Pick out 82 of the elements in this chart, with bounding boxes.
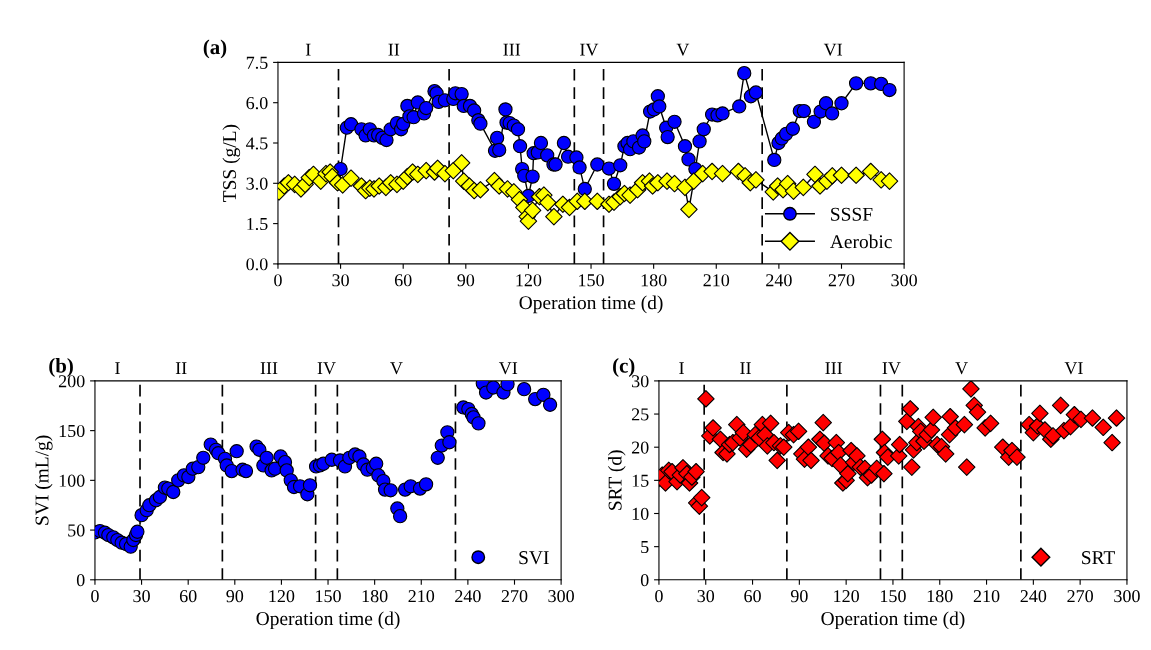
- x-tick-label: 270: [501, 590, 528, 603]
- y-tick-label: 200: [58, 375, 85, 388]
- y-tick-label: 150: [59, 424, 85, 438]
- y-tick-label: 100: [59, 474, 85, 487]
- text: IV: [580, 43, 599, 56]
- y-tick-label: 0: [76, 574, 85, 587]
- y-axis-title: SVI (mL/g): [34, 435, 53, 525]
- chart-title: (b): [49, 358, 73, 377]
- x-tick-label: 60: [179, 590, 197, 603]
- x-tick-label: 120: [269, 590, 295, 603]
- text: II: [175, 362, 187, 375]
- y-tick-label: 3.0: [246, 177, 268, 190]
- text: I: [679, 362, 684, 375]
- chart-title: (c): [613, 358, 635, 377]
- x-tick-label: 150: [579, 274, 604, 287]
- text: III: [825, 362, 843, 375]
- y-tick-label: 6.0: [246, 96, 268, 110]
- x-tick-label: 240: [455, 590, 481, 603]
- text: V: [390, 362, 403, 375]
- x-tick-label: 150: [316, 590, 341, 603]
- y-tick-label: 0: [640, 574, 649, 587]
- x-tick-label: 300: [548, 590, 574, 603]
- x-tick-label: 30: [332, 274, 349, 287]
- text: IV: [882, 362, 901, 375]
- x-tick-label: 270: [1067, 590, 1093, 603]
- text: VI: [498, 362, 518, 375]
- x-tick-label: 0: [274, 274, 282, 287]
- text: II: [388, 43, 400, 56]
- x-axis-title: Operation time (d): [821, 611, 965, 630]
- x-tick-label: 210: [408, 590, 435, 603]
- text: V: [955, 362, 968, 375]
- y-tick-label: 15: [632, 474, 649, 487]
- x-tick-label: 240: [1020, 590, 1047, 603]
- x-tick-label: 180: [362, 590, 388, 603]
- y-tick-label: 10: [632, 507, 649, 520]
- text: I: [115, 362, 120, 375]
- x-tick-label: 300: [891, 274, 917, 287]
- y-tick-label: 20: [631, 441, 649, 454]
- x-tick-label: 60: [744, 590, 761, 603]
- legend-label: SRT: [1082, 551, 1115, 565]
- x-tick-label: 120: [834, 590, 859, 603]
- x-tick-label: 180: [927, 590, 953, 603]
- y-tick-label: 50: [68, 524, 85, 537]
- text: IV: [317, 362, 336, 375]
- y-tick-label: 7.5: [246, 56, 268, 69]
- text: VI: [823, 43, 843, 56]
- x-tick-label: 180: [641, 274, 667, 287]
- y-tick-label: 4.5: [246, 137, 268, 150]
- x-tick-label: 90: [790, 590, 808, 603]
- legend-label: Aerobic: [830, 234, 892, 249]
- text: I: [305, 43, 311, 56]
- y-axis-title: SRT (d): [607, 450, 626, 510]
- x-tick-label: 270: [828, 274, 855, 287]
- legend-label: SSSF: [831, 207, 873, 221]
- text: III: [503, 43, 521, 56]
- x-tick-label: 0: [91, 590, 99, 603]
- x-tick-label: 300: [1114, 590, 1140, 603]
- legend-label: SVI: [519, 551, 549, 565]
- x-tick-label: 150: [880, 590, 906, 603]
- x-tick-label: 0: [655, 590, 663, 603]
- text: II: [740, 362, 751, 375]
- text: VI: [1064, 362, 1083, 375]
- x-axis-title: Operation time (d): [256, 611, 400, 630]
- x-tick-label: 210: [973, 590, 1000, 603]
- x-tick-label: 210: [703, 274, 730, 287]
- text: III: [260, 362, 278, 375]
- x-tick-label: 30: [697, 590, 715, 603]
- y-tick-label: 25: [631, 408, 649, 421]
- y-axis-title: TSS (g/L): [222, 124, 241, 202]
- text: V: [676, 43, 690, 56]
- x-axis-title: Operation time (d): [519, 295, 663, 314]
- x-tick-label: 60: [394, 274, 412, 287]
- x-tick-label: 90: [457, 274, 475, 287]
- y-tick-label: 5: [641, 541, 649, 554]
- x-tick-label: 240: [766, 274, 792, 287]
- y-tick-label: 30: [632, 375, 649, 388]
- chart-title: (a): [203, 39, 227, 59]
- y-tick-label: 0.0: [246, 258, 268, 271]
- x-tick-label: 120: [516, 274, 542, 287]
- y-tick-label: 1.5: [247, 217, 268, 231]
- x-tick-label: 90: [226, 590, 244, 603]
- x-tick-label: 30: [133, 590, 150, 603]
